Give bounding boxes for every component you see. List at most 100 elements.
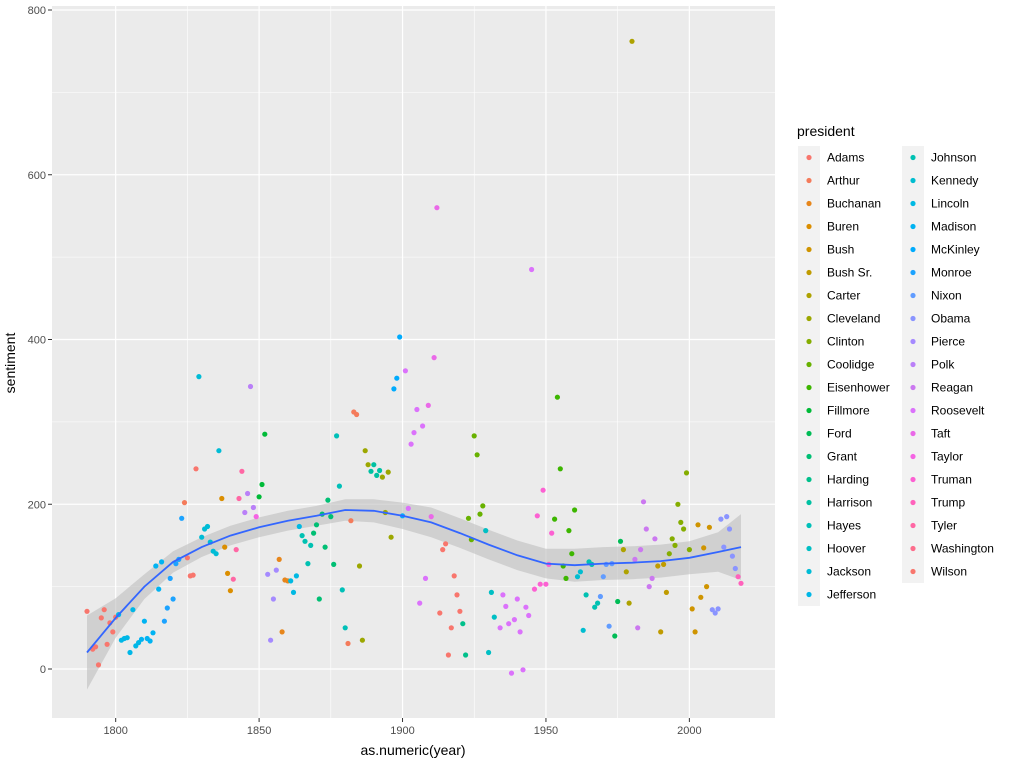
data-point [225, 570, 231, 577]
data-point [279, 629, 285, 635]
data-point [385, 469, 391, 475]
data-point [336, 483, 342, 489]
y-axis-title: sentiment [2, 333, 18, 394]
data-point [181, 500, 188, 506]
data-point [170, 596, 176, 602]
data-point [196, 374, 202, 380]
data-point [506, 621, 512, 627]
data-point [623, 569, 629, 575]
data-point [580, 627, 586, 633]
data-point [531, 586, 538, 592]
data-point [391, 386, 397, 392]
data-point [311, 530, 317, 536]
y-tick-label: 400 [28, 335, 46, 347]
data-point [147, 638, 153, 644]
data-point [735, 574, 741, 580]
data-point [316, 596, 322, 602]
data-point [411, 430, 417, 436]
data-point [626, 600, 632, 606]
legend-label: Carter [827, 289, 860, 303]
data-point [689, 606, 695, 612]
data-point [379, 474, 385, 480]
legend-label: Ford [827, 427, 852, 441]
data-point [646, 584, 652, 590]
legend-label: Harrison [827, 496, 872, 510]
data-point [322, 544, 328, 550]
data-point [474, 452, 480, 458]
data-point [460, 621, 466, 627]
x-axis-title: as.numeric(year) [360, 742, 465, 758]
y-axis-ticks: 0 200 400 600 800 [28, 5, 52, 676]
data-point [374, 472, 380, 478]
legend-key-dot [910, 338, 916, 345]
legend-label: Bush Sr. [827, 266, 872, 280]
data-point [405, 505, 411, 511]
legend-label: Taft [931, 427, 951, 441]
data-point [245, 490, 251, 497]
data-point [394, 375, 400, 381]
data-point [451, 573, 457, 579]
data-point [729, 553, 736, 559]
data-point [204, 523, 211, 530]
data-point [491, 614, 497, 620]
data-point [477, 511, 483, 517]
legend-label: Obama [931, 312, 971, 326]
data-point [213, 551, 219, 557]
data-point [402, 368, 408, 374]
legend-label: Kennedy [931, 174, 978, 188]
data-point [500, 592, 506, 598]
data-point [256, 494, 262, 500]
data-point [417, 600, 423, 606]
data-point [342, 625, 348, 631]
data-point [242, 509, 248, 516]
data-point [563, 575, 569, 582]
legend-label: Taylor [931, 450, 963, 464]
data-point [675, 501, 681, 507]
data-point [652, 536, 658, 542]
data-point [672, 542, 678, 549]
data-point [592, 604, 598, 610]
legend-key-dot [806, 430, 812, 437]
data-point [437, 610, 443, 616]
data-point [308, 542, 314, 549]
legend-label: Hayes [827, 519, 861, 533]
legend-label: Johnson [931, 151, 976, 165]
data-point [529, 266, 535, 273]
data-point [110, 629, 116, 635]
data-point [95, 662, 102, 668]
data-point [615, 598, 621, 605]
smooth-curve [86, 509, 742, 654]
data-point [216, 448, 222, 454]
legend-label: Arthur [827, 174, 860, 188]
data-point [511, 617, 517, 623]
legend-key-dot [910, 568, 916, 575]
legend-key-dot [806, 568, 812, 575]
data-point [457, 608, 463, 614]
legend: president Adams Arthur Buchanan Buren Bush Bu… [797, 123, 994, 606]
y-tick-label: 200 [28, 499, 46, 511]
data-point [377, 467, 383, 474]
data-point [354, 411, 360, 418]
legend-key-dot [806, 315, 812, 322]
data-point [227, 588, 233, 594]
smooth-line [86, 509, 742, 654]
data-point [345, 640, 351, 647]
data-point [503, 603, 509, 610]
data-point [583, 592, 589, 598]
data-point [620, 547, 627, 553]
data-point [549, 530, 555, 536]
data-point [222, 544, 228, 550]
data-point [339, 587, 345, 593]
data-point [239, 468, 245, 474]
legend-key-dot [910, 246, 916, 253]
legend-label: Eisenhower [827, 381, 890, 395]
legend-label: Grant [827, 450, 858, 464]
legend-label: Wilson [931, 565, 967, 579]
data-point [141, 618, 147, 624]
data-point [190, 572, 196, 578]
data-point [273, 567, 279, 573]
data-point [161, 618, 167, 624]
x-tick-label: 1850 [247, 725, 271, 737]
data-point [712, 610, 718, 616]
data-point [199, 534, 205, 540]
